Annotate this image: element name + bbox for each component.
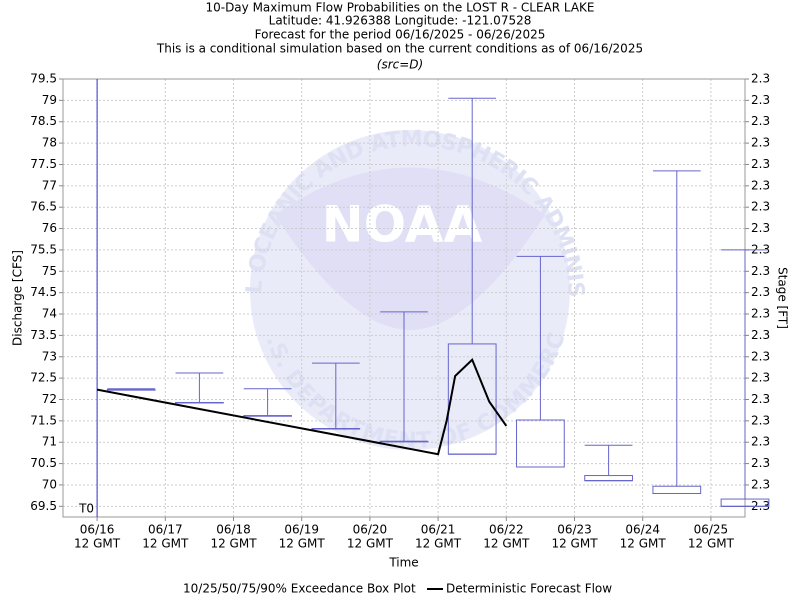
y2-tick-label: 2.3 [751,93,770,107]
x-tick-label: 12 GMT [347,537,394,551]
x-tick-label: 06/20 [353,523,388,537]
y-tick-label: 74.5 [30,285,57,299]
y2-tick-label: 2.3 [751,435,770,449]
title-line: This is a conditional simulation based o… [156,42,643,56]
y-tick-label: 70 [42,477,57,491]
x-tick-label: 12 GMT [483,537,530,551]
x-tick-label: 12 GMT [142,537,189,551]
y-tick-label: 74 [42,307,57,321]
y2-tick-label: 2.3 [751,413,770,427]
x-tick-label: 12 GMT [210,537,257,551]
x-tick-label: 12 GMT [279,537,326,551]
y2-tick-label: 2.3 [751,328,770,342]
x-tick-label: 06/17 [148,523,183,537]
y2-tick-label: 2.3 [751,200,770,214]
x-tick-label: 06/23 [557,523,592,537]
y2-tick-label: 2.3 [751,178,770,192]
y2-tick-label: 2.3 [751,477,770,491]
subtitle: (src=D) [377,58,423,72]
x-tick-label: 06/24 [625,523,660,537]
legend-box: 10/25/50/75/90% Exceedance Box Plot [183,582,416,596]
x-tick-label: 12 GMT [551,537,598,551]
y-tick-label: 79 [42,93,57,107]
x-axis-label: Time [388,556,418,570]
x-tick-label: 06/21 [421,523,456,537]
y-tick-label: 77 [42,178,57,192]
y-tick-label: 78.5 [30,114,57,128]
box [652,485,702,494]
y-tick-label: 73.5 [30,328,57,342]
x-tick-label: 12 GMT [620,537,667,551]
title-line: Forecast for the period 06/16/2025 - 06/… [255,28,546,42]
y-tick-label: 70.5 [30,456,57,470]
y2-tick-label: 2.3 [751,392,770,406]
y-tick-label: 73 [42,349,57,363]
y-tick-label: 72 [42,392,57,406]
x-tick-label: 06/19 [284,523,319,537]
y-tick-label: 79.5 [30,72,57,86]
box [584,475,633,482]
watermark: NOAA NATIONAL OCEANIC AND ATMOSPHERIC AD… [0,0,588,454]
forecast-line [96,358,508,456]
y-tick-label: 75 [42,264,57,278]
y2-tick-label: 2.3 [751,114,770,128]
y2-tick-label: 2.3 [751,221,770,235]
box [516,419,565,468]
x-tick-label: 12 GMT [74,537,121,551]
y-axis-label: Discharge [CFS] [11,250,25,346]
y2-tick-label: 2.3 [751,72,770,86]
y2-tick-label: 2.3 [751,307,770,321]
y2-tick-label: 2.3 [751,349,770,363]
x-tick-label: 06/25 [694,523,729,537]
y2-axis-label: Stage [FT] [776,267,790,329]
logo-text: NOAA [322,196,483,254]
y2-tick-label: 2.3 [751,264,770,278]
x-tick-label: 12 GMT [415,537,462,551]
y-tick-label: 77.5 [30,157,57,171]
x-tick-label: 06/16 [80,523,115,537]
y-tick-label: 71.5 [30,413,57,427]
t0-label: T0 [78,502,94,516]
y2-tick-label: 2.3 [751,456,770,470]
y-tick-label: 76 [42,221,57,235]
y-tick-label: 78 [42,136,57,150]
logo-bird [275,167,545,330]
y-tick-label: 69.5 [30,499,57,513]
x-tick-label: 06/22 [489,523,524,537]
x-tick-label: 06/18 [216,523,251,537]
y-tick-label: 76.5 [30,200,57,214]
y-tick-label: 75.5 [30,242,57,256]
y2-tick-label: 2.3 [751,157,770,171]
y2-tick-label: 2.3 [751,136,770,150]
y-tick-label: 71 [42,435,57,449]
y2-tick-label: 2.3 [751,371,770,385]
legend-line: Deterministic Forecast Flow [446,582,612,596]
x-tick-label: 12 GMT [688,537,735,551]
title-line: 10-Day Maximum Flow Probabilities on the… [205,1,594,15]
y2-tick-label: 2.3 [751,242,770,256]
y2-tick-label: 2.3 [751,285,770,299]
title-line: Latitude: 41.926388 Longitude: -121.0752… [269,14,532,28]
y-tick-label: 72.5 [30,371,57,385]
